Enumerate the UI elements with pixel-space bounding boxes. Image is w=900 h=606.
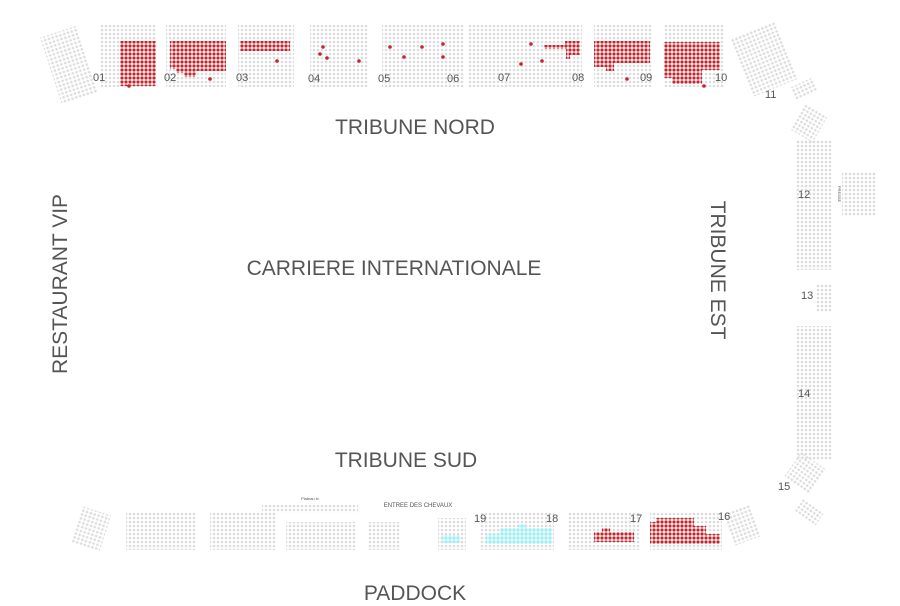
horse-entrance-label: ENTREE DES CHEVAUX <box>384 503 453 509</box>
section-number: 17 <box>630 513 642 525</box>
section-04-block[interactable] <box>310 25 368 87</box>
section-number: 03 <box>236 72 248 84</box>
section-14-block[interactable] <box>796 326 832 418</box>
section-number: 02 <box>164 72 176 84</box>
restaurant-vip-label: RESTAURANT VIP <box>49 194 72 374</box>
section-number: 14 <box>798 388 810 400</box>
section-number: 19 <box>474 513 486 525</box>
section-number: 01 <box>93 72 105 84</box>
section-number: 08 <box>572 72 584 84</box>
section-number: 16 <box>718 511 730 523</box>
section-number: 13 <box>801 290 813 302</box>
section-number: 12 <box>798 189 810 201</box>
arena-label: CARRIERE INTERNATIONALE <box>247 257 542 280</box>
section-07-block[interactable] <box>468 25 510 87</box>
section-number: 04 <box>308 73 320 85</box>
section-11-small[interactable] <box>790 77 818 101</box>
section-number: 07 <box>498 72 510 84</box>
section-numbers: 01 02 03 04 05 06 07 08 09 10 11 12 13 1… <box>93 72 813 525</box>
section-number: 11 <box>765 89 776 101</box>
section-13-block[interactable] <box>816 284 832 312</box>
press-block[interactable] <box>842 172 876 216</box>
section-15-block[interactable] <box>784 452 826 494</box>
section-number: 10 <box>715 72 727 84</box>
press-label: PRESSE <box>837 186 842 203</box>
tribune-est-label: TRIBUNE EST <box>706 201 729 340</box>
section-11-block[interactable] <box>730 21 798 97</box>
section-curve-left[interactable] <box>40 25 98 105</box>
tribune-nord-label: TRIBUNE NORD <box>335 116 495 139</box>
tribune-sud-seats[interactable] <box>70 504 761 552</box>
section-09-sold[interactable] <box>594 41 650 71</box>
section-15-bottom[interactable] <box>723 504 761 546</box>
section-15-small[interactable] <box>794 498 824 526</box>
section-number: 18 <box>546 513 558 525</box>
scattered-sold-seats <box>127 42 706 88</box>
section-03-block[interactable] <box>238 25 294 87</box>
tv-platform-row[interactable] <box>262 505 358 513</box>
tribune-nord-seats[interactable] <box>40 21 818 105</box>
section-16-sold[interactable] <box>650 518 720 544</box>
section-02-sold[interactable] <box>170 41 226 77</box>
south-block-1[interactable] <box>126 512 196 550</box>
section-19-block[interactable] <box>438 518 466 550</box>
paddock-label: PADDOCK <box>364 582 466 605</box>
section-curve-bottom-left[interactable] <box>70 506 112 552</box>
section-number: 15 <box>778 481 790 493</box>
tribune-est-seats[interactable] <box>784 103 876 526</box>
section-18-selected[interactable] <box>486 524 552 544</box>
section-08-sold[interactable] <box>544 41 580 59</box>
south-block-2[interactable] <box>210 512 276 550</box>
section-12-upper[interactable] <box>790 103 828 143</box>
section-01-sold[interactable] <box>120 41 156 86</box>
section-03-sold[interactable] <box>240 41 290 51</box>
section-19-selected[interactable] <box>442 535 460 543</box>
section-14-lower[interactable] <box>796 412 832 460</box>
section-17-sold[interactable] <box>594 528 634 542</box>
tribune-sud-label: TRIBUNE SUD <box>335 449 477 472</box>
section-10-sold[interactable] <box>664 42 720 84</box>
section-05-block[interactable] <box>382 25 440 87</box>
south-block-4[interactable] <box>368 522 400 550</box>
section-number: 06 <box>447 73 459 85</box>
south-block-3[interactable] <box>286 522 356 550</box>
section-number: 09 <box>640 72 652 84</box>
section-number: 05 <box>378 73 390 85</box>
section-12-block[interactable] <box>796 140 832 270</box>
tv-platform-label: Plateau tv <box>301 496 319 501</box>
